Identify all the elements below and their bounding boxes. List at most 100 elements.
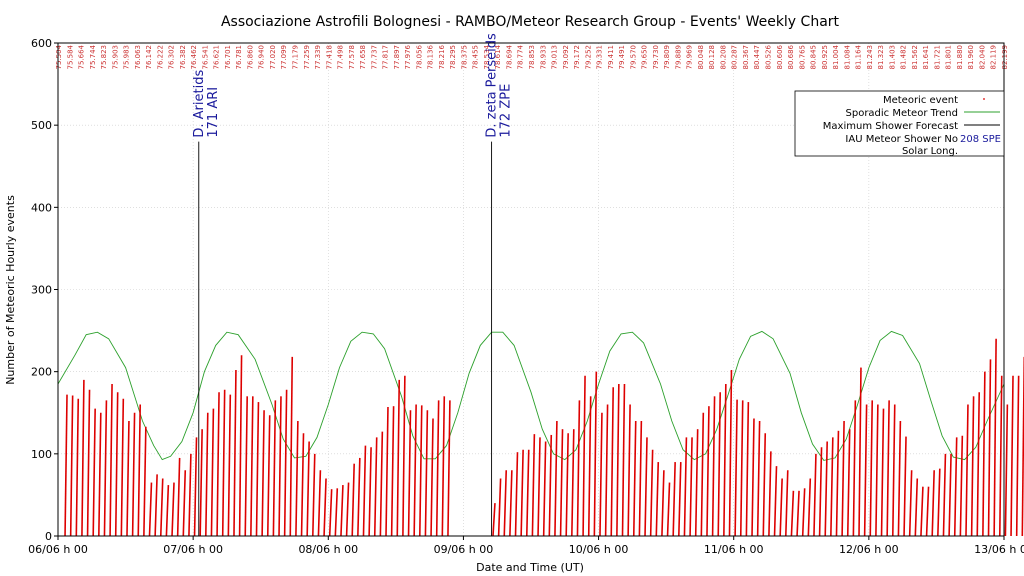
event-bar xyxy=(165,485,170,537)
solar-longitude-label: 78.455 xyxy=(472,45,480,70)
legend: Meteoric event Sporadic Meteor Trend Max… xyxy=(794,90,1005,157)
event-bar xyxy=(908,470,913,537)
solar-longitude-label: 75.584 xyxy=(66,44,74,69)
shower-code-label: 172 ZPE xyxy=(499,84,514,138)
y-tick-label: 100 xyxy=(31,448,52,461)
solar-longitude-label: 78.136 xyxy=(427,44,435,69)
event-bar xyxy=(739,400,744,537)
event-bar xyxy=(683,437,688,537)
solar-longitude-label: 78.694 xyxy=(505,44,513,69)
event-bar xyxy=(250,396,254,537)
event-bar xyxy=(542,441,547,537)
event-bar xyxy=(345,482,350,537)
event-bar xyxy=(593,371,598,537)
event-bar xyxy=(159,478,164,537)
event-bar xyxy=(509,470,513,537)
x-tick-label: 13/06 h 00 xyxy=(974,543,1024,556)
event-bar xyxy=(98,412,102,537)
x-tick-label: 09/06 h 00 xyxy=(434,543,494,556)
solar-longitude-label: 76.302 xyxy=(168,45,176,70)
y-tick-label: 200 xyxy=(31,366,52,379)
solar-longitude-label: 79.172 xyxy=(573,45,581,70)
event-bar xyxy=(255,402,260,537)
solar-longitude-label: 78.534 xyxy=(483,44,491,69)
x-tick-label: 08/06 h 00 xyxy=(298,543,358,556)
shower-name-label: D. Arietids xyxy=(192,70,207,138)
solar-longitude-label: 76.860 xyxy=(246,45,254,70)
event-bar xyxy=(773,466,778,537)
event-bar xyxy=(272,400,277,537)
event-bar xyxy=(807,478,812,537)
solar-longitude-label: 78.853 xyxy=(528,45,536,70)
event-bar xyxy=(982,371,986,537)
event-bar xyxy=(418,405,423,537)
event-bar xyxy=(514,452,519,537)
grid-lines xyxy=(58,43,1004,536)
event-bar xyxy=(390,406,395,537)
event-bar xyxy=(678,462,682,537)
solar-longitude-label: 79.650 xyxy=(641,45,649,70)
event-bar xyxy=(621,383,626,537)
y-axis: 0 100 200 300 400 500 600 xyxy=(31,37,58,543)
event-bar xyxy=(199,429,203,537)
event-bar xyxy=(830,437,834,537)
legend-iau-value: 208 SPE xyxy=(960,134,1001,145)
event-bar xyxy=(188,453,192,537)
shower-name-label: D. zeta Perseids xyxy=(485,33,500,138)
event-bar xyxy=(368,447,372,537)
event-bar xyxy=(86,389,91,537)
event-bar xyxy=(109,383,113,537)
event-bar xyxy=(931,470,935,537)
event-bar xyxy=(582,375,586,537)
event-bar xyxy=(644,437,648,537)
event-bar xyxy=(987,359,992,537)
event-bar xyxy=(92,408,96,537)
event-bar xyxy=(937,468,941,537)
event-bar xyxy=(216,392,220,537)
event-bar xyxy=(373,437,378,537)
event-bar xyxy=(813,453,817,537)
solar-longitude-label: 82.199 xyxy=(1001,45,1009,70)
event-bar xyxy=(531,434,536,537)
event-bar xyxy=(244,396,248,537)
event-bar xyxy=(858,367,862,537)
event-bar xyxy=(103,400,108,537)
solar-longitude-label: 79.969 xyxy=(686,45,694,70)
event-bar xyxy=(953,437,958,537)
event-bar xyxy=(655,462,660,537)
event-bar xyxy=(745,402,750,537)
event-bar xyxy=(69,395,74,537)
solar-longitude-label: 78.295 xyxy=(449,45,457,70)
event-bar xyxy=(435,400,440,537)
solar-longitude-label: 76.063 xyxy=(134,45,142,70)
event-bar xyxy=(312,453,316,537)
event-bar xyxy=(233,370,237,537)
event-bar xyxy=(880,408,885,537)
solar-longitude-label: 81.164 xyxy=(855,44,863,69)
legend-meteoric-event-marker xyxy=(983,98,985,100)
solar-longitude-label: 78.056 xyxy=(415,44,423,69)
event-bar xyxy=(295,420,299,537)
x-tick-label: 06/06 h 00 xyxy=(28,543,88,556)
event-bar xyxy=(863,404,868,537)
solar-longitude-label: 77.578 xyxy=(348,45,356,70)
solar-longitude-label: 80.526 xyxy=(765,44,773,69)
event-bar xyxy=(728,370,733,537)
solar-longitude-label: 77.020 xyxy=(269,45,277,70)
event-bar xyxy=(734,399,738,537)
event-bar xyxy=(672,462,676,537)
event-bar xyxy=(903,436,907,537)
event-bar xyxy=(779,478,783,537)
solar-longitude-label: 77.418 xyxy=(325,45,333,70)
event-bar xyxy=(424,410,429,537)
event-bar xyxy=(176,457,181,537)
event-bar xyxy=(970,396,975,537)
event-bar xyxy=(340,485,344,537)
solar-longitude-label: 81.004 xyxy=(832,44,840,69)
solar-longitude-label: 77.817 xyxy=(382,45,390,70)
event-bar xyxy=(407,410,412,537)
solar-longitude-label: 81.641 xyxy=(922,45,930,70)
event-bar xyxy=(193,437,198,537)
event-bar xyxy=(711,396,716,537)
